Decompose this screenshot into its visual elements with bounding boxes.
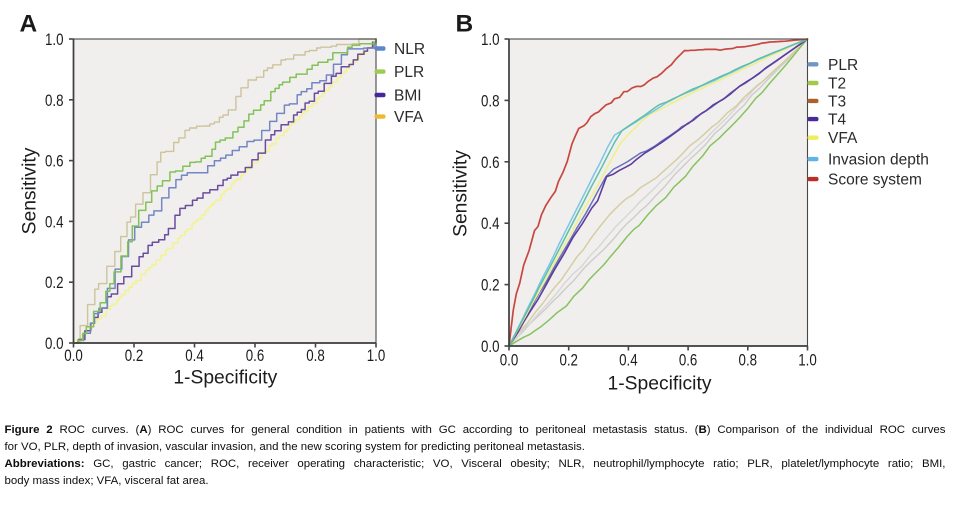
svg-text:1.0: 1.0 xyxy=(798,351,817,370)
svg-text:0.4: 0.4 xyxy=(45,212,64,231)
svg-text:VFA: VFA xyxy=(394,109,424,126)
svg-text:0.2: 0.2 xyxy=(125,346,144,365)
svg-text:NLR: NLR xyxy=(394,41,425,58)
svg-text:PLR: PLR xyxy=(394,64,424,81)
svg-text:0.8: 0.8 xyxy=(481,91,500,110)
svg-text:0.8: 0.8 xyxy=(45,91,64,110)
svg-text:T4: T4 xyxy=(828,112,846,129)
svg-text:Sensitivity: Sensitivity xyxy=(451,150,472,237)
svg-text:1-Specificity: 1-Specificity xyxy=(608,374,712,395)
svg-text:1.0: 1.0 xyxy=(481,30,500,49)
svg-text:Score system: Score system xyxy=(828,172,922,189)
svg-text:0.2: 0.2 xyxy=(481,276,500,295)
svg-text:1-Specificity: 1-Specificity xyxy=(173,368,277,389)
svg-text:T3: T3 xyxy=(828,93,846,110)
svg-text:0.8: 0.8 xyxy=(739,351,758,370)
svg-text:0.6: 0.6 xyxy=(679,351,698,370)
svg-text:0.4: 0.4 xyxy=(481,214,500,233)
svg-text:0.4: 0.4 xyxy=(619,351,638,370)
svg-text:0.2: 0.2 xyxy=(559,351,578,370)
svg-text:0.2: 0.2 xyxy=(45,273,64,292)
svg-text:0.4: 0.4 xyxy=(185,346,204,365)
svg-text:0.6: 0.6 xyxy=(45,152,64,171)
svg-text:0.0: 0.0 xyxy=(45,334,64,353)
svg-text:0.0: 0.0 xyxy=(64,346,83,365)
svg-text:Sensitivity: Sensitivity xyxy=(20,147,41,234)
svg-text:0.8: 0.8 xyxy=(306,346,325,365)
svg-text:BMI: BMI xyxy=(394,88,422,105)
svg-text:VFA: VFA xyxy=(828,130,858,147)
svg-text:T2: T2 xyxy=(828,76,846,93)
svg-text:1.0: 1.0 xyxy=(367,346,386,365)
svg-text:Invasion depth: Invasion depth xyxy=(828,152,929,169)
svg-text:0.0: 0.0 xyxy=(481,337,500,356)
svg-text:1.0: 1.0 xyxy=(45,30,64,49)
svg-text:A: A xyxy=(20,11,38,38)
svg-text:0.0: 0.0 xyxy=(500,351,519,370)
svg-text:0.6: 0.6 xyxy=(246,346,265,365)
svg-text:0.6: 0.6 xyxy=(481,153,500,172)
svg-text:PLR: PLR xyxy=(828,57,858,74)
svg-text:B: B xyxy=(456,11,474,38)
